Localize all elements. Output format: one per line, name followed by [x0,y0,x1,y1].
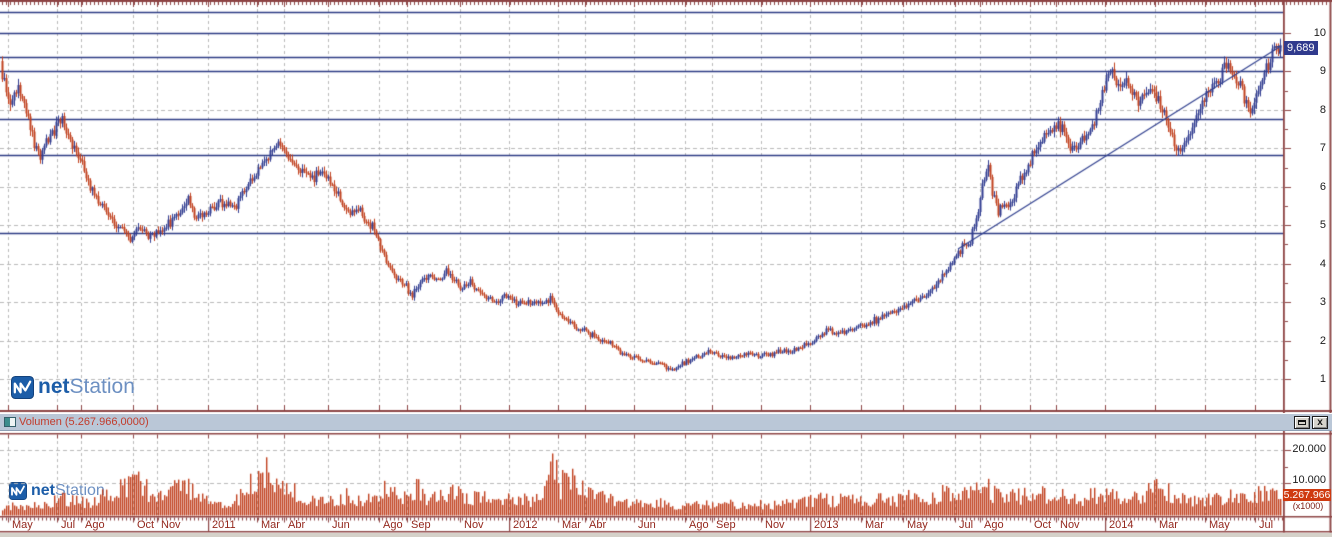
month-label: May [1209,519,1230,531]
month-label: Jul [959,519,974,531]
month-label: Nov [765,519,785,531]
month-label: Nov [161,519,181,531]
price-tick-label: 9 [1319,65,1326,78]
volume-axis-unit: (x1000) [1292,501,1324,511]
month-label: Ago [984,519,1004,531]
year-label: 2013 [814,519,839,531]
price-tick-label: 10 [1313,27,1326,39]
month-label: Abr [589,519,607,531]
indicator-pane-icon [4,417,16,427]
month-label: Jul [1259,519,1274,531]
last-volume-tag: 5.267.966 [1283,489,1331,501]
month-label: Ago [85,519,105,531]
month-label: Nov [464,519,484,531]
year-label: 2011 [212,519,236,531]
price-tick-label: 4 [1319,257,1326,270]
year-label: 2014 [1109,519,1134,531]
month-label: Mar [261,519,280,531]
month-label: May [12,519,33,531]
month-label: Sep [716,519,736,531]
price-tick-label: 6 [1319,180,1326,193]
volume-pane-header[interactable]: Volumen (5.267.966,0000) x [0,413,1332,431]
month-label: Oct [1034,519,1052,531]
month-label: Nov [1060,519,1080,531]
price-tick-label: 2 [1319,334,1326,347]
watermark-station: Station [69,375,135,398]
last-price-tag: 9,689 [1284,41,1318,55]
month-label: Ago [383,519,403,531]
bottom-strip [0,533,1332,537]
price-tick-label: 8 [1319,103,1326,116]
month-label: Sep [411,519,431,531]
volume-tick-20000: 20.000 [1292,443,1326,455]
netstation-logo-icon [11,375,34,399]
price-tick-label: 3 [1319,296,1326,309]
month-label: Abr [288,519,306,531]
maximize-button[interactable] [1294,416,1310,429]
watermark-net: net [38,375,70,398]
year-label: 2012 [513,519,538,531]
month-label: Oct [137,519,155,531]
month-label: Jun [332,519,350,531]
volume-pane-title: Volumen (5.267.966,0000) [19,416,149,428]
volume-tick-10000: 10.000 [1292,474,1326,486]
month-label: Jul [61,519,76,531]
price-tick-label: 5 [1319,219,1326,232]
month-label: Mar [562,519,581,531]
close-button[interactable]: x [1312,416,1328,429]
netstation-watermark-main: netStation [11,375,135,399]
maximize-icon [1298,420,1306,425]
month-label: May [907,519,928,531]
month-label: Mar [865,519,884,531]
month-label: Jun [638,519,656,531]
price-tick-label: 1 [1319,372,1326,385]
close-icon: x [1317,417,1323,428]
month-label: Ago [689,519,709,531]
month-label: Mar [1159,519,1178,531]
price-tick-label: 7 [1319,142,1326,155]
